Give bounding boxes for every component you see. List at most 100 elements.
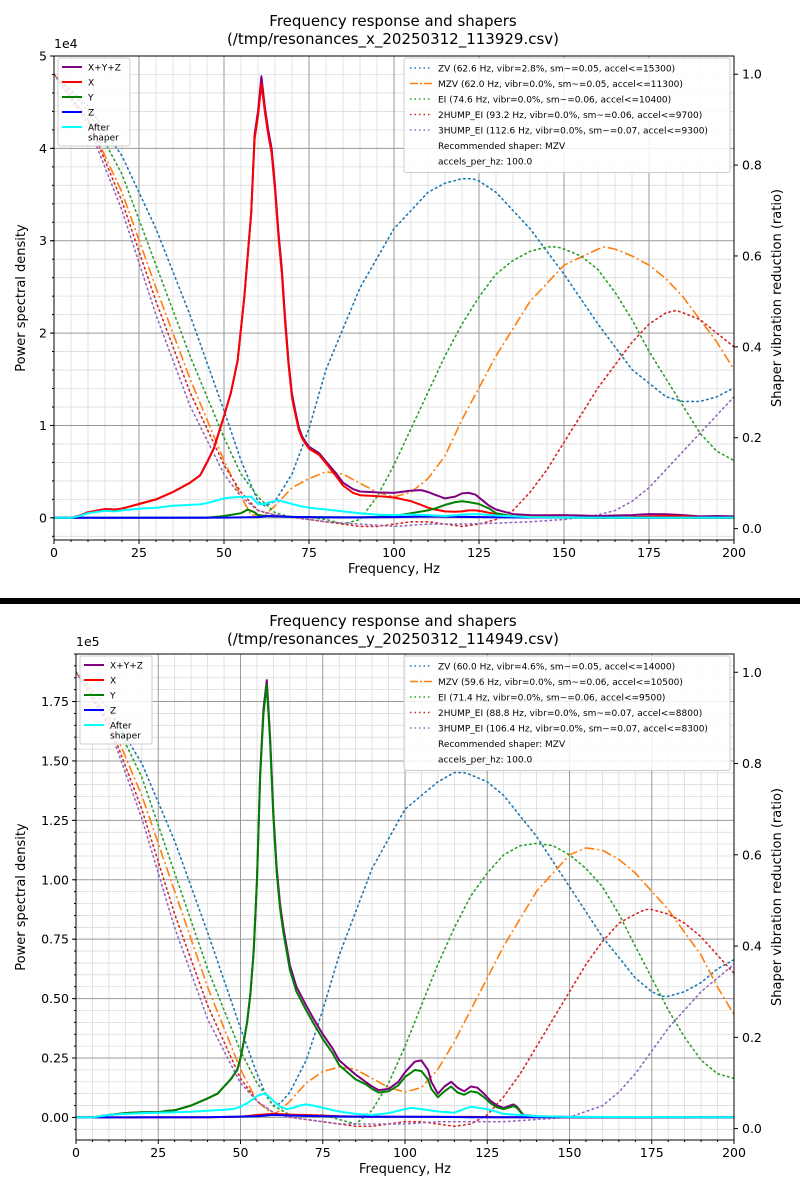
x-y2-tick-label: 0.2 [742, 430, 762, 445]
y-legend-right-note-0: Recommended shaper: MZV [438, 740, 566, 750]
y-legend-right-label-4: 3HUMP_EI (106.4 Hz, vibr=0.0%, sm~=0.07,… [438, 725, 708, 735]
y-psd-line-3 [76, 1114, 734, 1119]
x-y-axis-label: Power spectral density [14, 224, 29, 372]
y-x-tick-label: 175 [640, 1145, 664, 1160]
x-legend-right-label-4: 3HUMP_EI (112.6 Hz, vibr=0.0%, sm~=0.07,… [438, 127, 708, 137]
y-y2-axis-label: Shaper vibration reduction (ratio) [770, 788, 785, 1006]
x-legend-left-label-3: Z [88, 109, 94, 119]
y-legend-left-label-1: X [110, 677, 116, 687]
y-psd-curves [76, 679, 734, 1119]
x-legend-right-label-1: MZV (62.0 Hz, vibr=0.0%, sm~=0.05, accel… [438, 80, 683, 90]
x-y2-tick-label: 0.0 [742, 521, 762, 536]
x-y2-tick-label: 0.6 [742, 248, 762, 263]
y-y2-tick-label: 0.6 [742, 847, 762, 862]
y-chart-subtitle: (/tmp/resonances_y_20250312_114949.csv) [227, 630, 559, 649]
y-y2-tick-label: 0.4 [742, 939, 762, 954]
x-y-tick-label: 2 [39, 326, 47, 341]
x-shaper-line-4 [54, 73, 734, 528]
y-x-tick-label: 100 [393, 1145, 417, 1160]
x-legend-right-note-0: Recommended shaper: MZV [438, 142, 566, 152]
x-x-tick-label: 25 [131, 545, 147, 560]
chart-x-svg: Frequency response and shapers(/tmp/reso… [14, 12, 785, 577]
y-chart-title: Frequency response and shapers [269, 612, 517, 630]
y-y-tick-label: 0.75 [41, 932, 69, 947]
y-legend-right-box [403, 655, 731, 771]
x-x-tick-label: 100 [382, 545, 406, 560]
x-shaper-line-3 [54, 73, 734, 528]
y-psd-line-4 [76, 1092, 734, 1119]
x-legend-left-label-0: X+Y+Z [88, 64, 121, 74]
x-legend-right: ZV (62.6 Hz, vibr=2.8%, sm~=0.05, accel<… [403, 57, 731, 173]
x-x-tick-label: 150 [552, 545, 576, 560]
x-legend-left-label-4: After [88, 124, 110, 134]
x-y2-tick-label: 0.8 [742, 158, 762, 173]
x-legend-right-note-1: accels_per_hz: 100.0 [438, 158, 532, 168]
x-psd-curves [54, 75, 734, 519]
y-x-axis-label: Frequency, Hz [359, 1162, 451, 1177]
y-y-tick-label: 0.25 [41, 1051, 69, 1066]
x-chart-subtitle: (/tmp/resonances_x_20250312_113929.csv) [227, 30, 559, 49]
y-y-tick-label: 1.75 [41, 694, 69, 709]
y-y2-tick-label: 0.2 [742, 1030, 762, 1045]
chart-panel-y: Frequency response and shapers (/tmp/reso… [0, 604, 800, 1200]
x-x-tick-label: 125 [467, 545, 491, 560]
x-y2-axis-label: Shaper vibration reduction (ratio) [770, 189, 785, 407]
x-y2-tick-label: 1.0 [742, 67, 762, 82]
x-shaper-curves [54, 73, 734, 528]
y-legend-left-box [79, 655, 153, 745]
x-shaper-line-2 [54, 73, 734, 525]
y-x-tick-label: 0 [72, 1145, 80, 1160]
x-psd-line-4 [54, 495, 734, 519]
y-y-tick-label: 1.50 [41, 753, 69, 768]
x-legend-right-box [403, 57, 731, 173]
x-legend-right-label-2: EI (74.6 Hz, vibr=0.0%, sm~=0.06, accel<… [438, 96, 671, 106]
y-x-tick-label: 75 [315, 1145, 331, 1160]
y-x-tick-label: 200 [722, 1145, 746, 1160]
y-y-tick-label: 0.50 [41, 991, 69, 1006]
y-shaper-line-3 [76, 671, 734, 1128]
x-legend-right-label-3: 2HUMP_EI (93.2 Hz, vibr=0.0%, sm~=0.06, … [438, 111, 702, 121]
x-y-scale-label: 1e4 [54, 36, 78, 51]
y-y-axis-label: Power spectral density [14, 823, 29, 971]
y-shaper-line-1 [76, 671, 734, 1116]
x-legend-left-box [57, 57, 131, 147]
y-legend-right-note-1: accels_per_hz: 100.0 [438, 756, 532, 766]
y-legend-right-label-0: ZV (60.0 Hz, vibr=4.6%, sm~=0.05, accel<… [438, 663, 675, 673]
y-legend-right: ZV (60.0 Hz, vibr=4.6%, sm~=0.05, accel<… [403, 655, 731, 771]
y-x-tick-label: 150 [558, 1145, 582, 1160]
x-legend-left-label-4: shaper [88, 134, 119, 144]
x-y-tick-label: 3 [39, 233, 47, 248]
x-shaper-line-0 [54, 73, 734, 507]
y-y2-tick-label: 0.0 [742, 1121, 762, 1136]
y-y2-tick-label: 0.8 [742, 756, 762, 771]
y-shaper-curves [76, 671, 734, 1128]
y-psd-line-2 [76, 683, 734, 1119]
chart-y-svg: Frequency response and shapers(/tmp/reso… [14, 612, 785, 1177]
y-shaper-line-2 [76, 671, 734, 1125]
y-legend-left-label-4: After [110, 722, 132, 732]
x-x-tick-label: 75 [301, 545, 317, 560]
y-legend-left-label-3: Z [110, 707, 116, 717]
y-y-tick-label: 1.00 [41, 872, 69, 887]
y-y-tick-label: 1.25 [41, 813, 69, 828]
y-legend-left-label-2: Y [109, 692, 116, 702]
panel-separator [0, 598, 800, 604]
y-legend-right-label-2: EI (71.4 Hz, vibr=0.0%, sm~=0.06, accel<… [438, 694, 665, 704]
y-legend-right-label-3: 2HUMP_EI (88.8 Hz, vibr=0.0%, sm~=0.07, … [438, 709, 702, 719]
x-legend-left-label-2: Y [87, 94, 94, 104]
x-x-tick-label: 200 [722, 545, 746, 560]
y-legend-left-label-4: shaper [110, 732, 141, 742]
chart-panel-x: Frequency response and shapers (/tmp/reso… [0, 0, 800, 598]
y-x-tick-label: 50 [233, 1145, 249, 1160]
x-y-tick-label: 4 [39, 141, 47, 156]
x-x-axis-label: Frequency, Hz [348, 562, 440, 577]
x-legend-left-label-1: X [88, 79, 94, 89]
y-legend-left-label-0: X+Y+Z [110, 662, 143, 672]
x-chart-title: Frequency response and shapers [269, 12, 517, 30]
x-y2-tick-label: 0.4 [742, 339, 762, 354]
x-legend-right-label-0: ZV (62.6 Hz, vibr=2.8%, sm~=0.05, accel<… [438, 65, 675, 75]
y-x-tick-label: 125 [475, 1145, 499, 1160]
